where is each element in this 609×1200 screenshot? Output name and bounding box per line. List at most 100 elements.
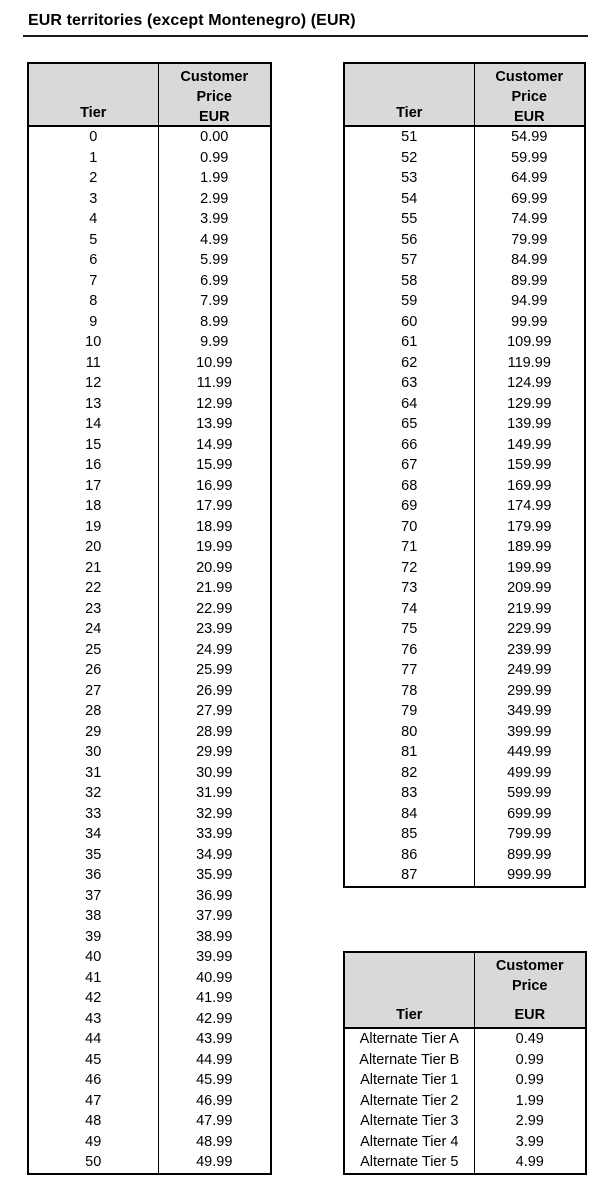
price-cell: 159.99 xyxy=(473,455,585,476)
tier-column-header: Tier xyxy=(344,63,474,127)
price-cell: 5.99 xyxy=(157,250,271,271)
tier-cell: 78 xyxy=(401,682,418,699)
price-cell: 199.99 xyxy=(473,557,585,578)
tier-cell: 14 xyxy=(85,416,102,432)
table-row: 24 23.99 xyxy=(28,619,271,640)
price-header-label: Price xyxy=(511,89,547,105)
table-row: 54 69.99 xyxy=(344,188,585,209)
price-cell: 37.99 xyxy=(157,906,271,927)
tier-cell: 22 xyxy=(85,580,102,596)
price-cell: 36.99 xyxy=(157,885,271,906)
table-row: 30 29.99 xyxy=(28,742,271,763)
price-cell: 41.99 xyxy=(157,988,271,1009)
page-title: EUR territories (except Montenegro) (EUR… xyxy=(28,12,356,29)
tier-cell: 0 xyxy=(89,129,98,145)
table-row: 28 27.99 xyxy=(28,701,271,722)
table-row: 12 11.99 xyxy=(28,373,271,394)
price-cell: 64.99 xyxy=(473,168,585,189)
table-row: 6 5.99 xyxy=(28,250,271,271)
table-row: 38 37.99 xyxy=(28,906,271,927)
tier-cell: 58 xyxy=(401,272,418,289)
price-cell: 799.99 xyxy=(473,824,585,845)
tier-cell: 26 xyxy=(85,662,102,678)
table-row: 3 2.99 xyxy=(28,188,271,209)
table-row: 26 25.99 xyxy=(28,660,271,681)
tier-cell: 12 xyxy=(85,375,102,391)
table-row: Alternate Tier 5 4.99 xyxy=(344,1152,586,1174)
tier-header-label: Tier xyxy=(396,1007,423,1023)
tier-cell: 83 xyxy=(401,785,418,801)
table-row: 78 299.99 xyxy=(344,680,585,701)
price-cell: 219.99 xyxy=(473,598,585,619)
price-cell: 119.99 xyxy=(473,352,585,373)
tier-cell: 49 xyxy=(85,1133,102,1150)
tier-cell: 7 xyxy=(89,272,98,289)
price-cell: 9.99 xyxy=(157,332,271,353)
price-header-label: Price xyxy=(512,978,548,994)
tier-cell: 20 xyxy=(85,539,102,555)
price-cell: 139.99 xyxy=(473,414,585,435)
price-cell: 8.99 xyxy=(157,311,271,332)
table-row: 39 38.99 xyxy=(28,926,271,947)
price-cell: 249.99 xyxy=(473,660,585,681)
table-row: 67 159.99 xyxy=(344,455,585,476)
price-column-header: Customer Price EUR xyxy=(473,952,586,1029)
price-cell: 3.99 xyxy=(473,1131,586,1152)
table-row: 53 64.99 xyxy=(344,168,585,189)
price-cell: 899.99 xyxy=(473,844,585,865)
table-row: 52 59.99 xyxy=(344,147,585,168)
tier-cell: 27 xyxy=(85,682,102,699)
table-row: 82 499.99 xyxy=(344,762,585,783)
price-cell: 4.99 xyxy=(473,1152,586,1174)
table-row: 15 14.99 xyxy=(28,434,271,455)
table-row: 11 10.99 xyxy=(28,352,271,373)
table-row: 27 26.99 xyxy=(28,680,271,701)
price-cell: 21.99 xyxy=(157,578,271,599)
table-row: 2 1.99 xyxy=(28,168,271,189)
table-row: 5 4.99 xyxy=(28,229,271,250)
price-cell: 149.99 xyxy=(473,434,585,455)
price-column-header: Customer Price EUR xyxy=(157,63,271,127)
tier-cell: 16 xyxy=(85,457,102,473)
tier-cell: 38 xyxy=(85,908,102,924)
tier-cell: 29 xyxy=(85,723,102,740)
price-header-label: Price xyxy=(196,89,232,105)
table-row: 36 35.99 xyxy=(28,865,271,886)
table-row: 83 599.99 xyxy=(344,783,585,804)
tier-cell: 44 xyxy=(85,1031,102,1047)
price-cell: 0.00 xyxy=(157,126,271,148)
tier-cell: 24 xyxy=(85,621,102,637)
table-row: 33 32.99 xyxy=(28,803,271,824)
tier-cell: 74 xyxy=(401,600,418,617)
tier-cell: 71 xyxy=(401,539,418,555)
price-cell: 11.99 xyxy=(157,373,271,394)
tier-cell: 40 xyxy=(85,949,102,965)
table-row: 7 6.99 xyxy=(28,270,271,291)
tier-cell: 4 xyxy=(89,211,98,227)
table-row: 46 45.99 xyxy=(28,1070,271,1091)
table-row: 63 124.99 xyxy=(344,373,585,394)
price-cell: 27.99 xyxy=(157,701,271,722)
price-cell: 1.99 xyxy=(157,168,271,189)
tier-cell: 32 xyxy=(85,785,102,801)
table-row: 1 0.99 xyxy=(28,147,271,168)
table-row: 9 8.99 xyxy=(28,311,271,332)
tier-cell: 62 xyxy=(401,354,418,371)
table-row: 22 21.99 xyxy=(28,578,271,599)
tier-cell: 30 xyxy=(85,744,102,760)
price-cell: 6.99 xyxy=(157,270,271,291)
table-row: 84 699.99 xyxy=(344,803,585,824)
tier-cell: 80 xyxy=(401,723,418,740)
table-row: 57 84.99 xyxy=(344,250,585,271)
tier-cell: 81 xyxy=(401,744,418,760)
tier-cell: 41 xyxy=(85,969,102,986)
customer-header-label: Customer xyxy=(180,69,249,85)
tier-cell: 57 xyxy=(401,252,418,268)
tier-cell: Alternate Tier B xyxy=(359,1051,460,1068)
tier-header-label: Tier xyxy=(80,105,107,121)
price-cell: 239.99 xyxy=(473,639,585,660)
price-cell: 129.99 xyxy=(473,393,585,414)
tier-price-table-0-50: Tier Customer Price EUR 0 0.00 1 0.99 2 1.99 3… xyxy=(27,62,272,1175)
table-row: 73 209.99 xyxy=(344,578,585,599)
tier-cell: 66 xyxy=(401,436,418,453)
